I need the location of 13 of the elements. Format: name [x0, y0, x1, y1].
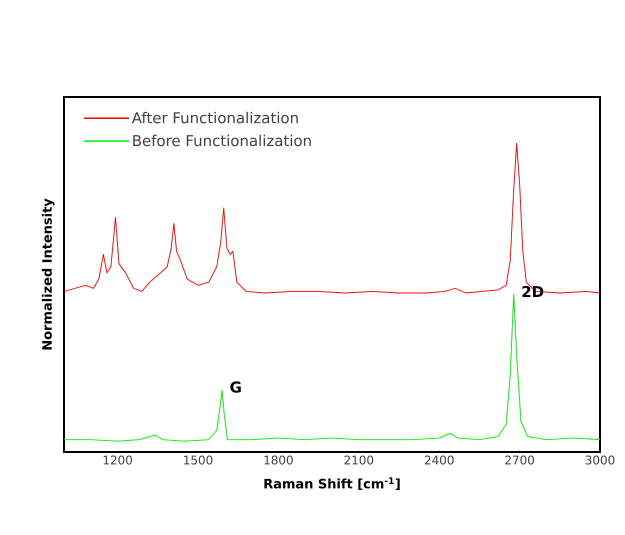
x-axis-title: Raman Shift [cm$^{-1}$]	[264, 477, 400, 490]
x-tick-label: 1800	[264, 456, 293, 465]
x-tick-label: 1200	[104, 456, 132, 465]
x-tick-label: 3000	[586, 456, 614, 465]
x-tick-label: 1500	[184, 456, 212, 465]
legend-label: After Functionalization	[132, 112, 298, 124]
legend-label: Before Functionalization	[133, 134, 311, 146]
x-tick-label: 2700	[505, 456, 534, 465]
annotation: G	[230, 381, 241, 393]
x-tick-label: 2400	[424, 456, 454, 465]
annotation: 2D	[522, 286, 544, 298]
y-axis-title: Normalized Intensity	[42, 198, 54, 350]
x-tick-label: 2100	[344, 456, 374, 465]
